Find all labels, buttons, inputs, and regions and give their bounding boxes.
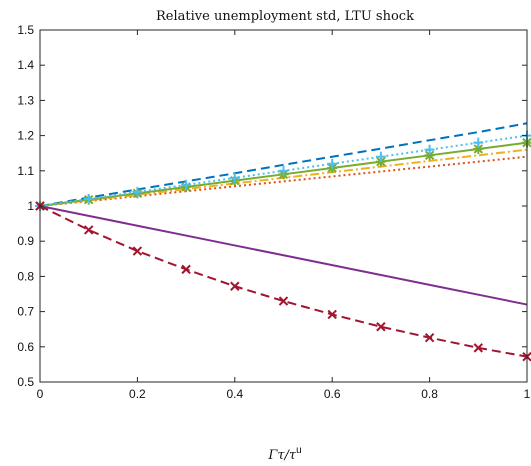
- y-tick-label: 0.7: [17, 305, 34, 319]
- data-point-6-7: [376, 322, 386, 332]
- x-tick-label: 0.2: [129, 387, 146, 401]
- data-point-6-6: [327, 309, 337, 320]
- series-5: [35, 130, 531, 211]
- x-tick-label: 0.6: [324, 387, 341, 401]
- series-0: [39, 122, 528, 207]
- data-point-4-9: [473, 143, 484, 154]
- x-tick-label: 0: [37, 387, 44, 401]
- data-point-6-4: [230, 281, 240, 291]
- y-tick-label: 0.8: [17, 269, 34, 283]
- x-tick-label: 0.4: [226, 387, 243, 401]
- chart-title: Relative unemployment std, LTU shock: [156, 9, 414, 24]
- y-tick-label: 1: [27, 199, 34, 213]
- data-point-5-5: [278, 165, 289, 176]
- y-tick-label: 1.5: [17, 23, 34, 37]
- series-3: [39, 205, 528, 306]
- data-point-5-7: [375, 151, 386, 162]
- data-point-5-6: [327, 158, 338, 169]
- series-line-6: [39, 205, 528, 358]
- series-1: [39, 155, 528, 207]
- y-tick-label: 0.5: [17, 375, 34, 389]
- series-line-0: [39, 122, 528, 207]
- series-6: [35, 201, 531, 362]
- data-point-6-8: [424, 332, 435, 343]
- x-axis-label-superscript: u: [296, 445, 302, 456]
- ticks-layer: 0 0.2 0.4 0.6 0.8 1 0.5 0.6 0.7 0.8 0.9 1 1.1 1.2 1.3 1…: [17, 23, 530, 401]
- data-point-5-8: [424, 144, 435, 155]
- data-point-6-3: [181, 264, 191, 275]
- series-line-1: [39, 155, 528, 207]
- series-line-3: [39, 205, 528, 306]
- y-tick-label: 1.3: [17, 93, 34, 107]
- data-point-5-9: [473, 137, 484, 148]
- y-tick-label: 1.4: [17, 58, 34, 72]
- data-point-5-1: [83, 193, 94, 204]
- y-tick-label: 1.1: [17, 164, 34, 178]
- data-point-5-4: [229, 172, 240, 183]
- x-axis-label: Γτ/τu: [267, 445, 301, 463]
- data-point-6-2: [132, 246, 143, 256]
- data-point-6-9: [473, 343, 484, 353]
- y-tick-label: 0.6: [17, 340, 34, 354]
- plot-area-frame: [39, 29, 528, 383]
- series-layer: [35, 122, 531, 362]
- x-tick-label: 1: [524, 387, 531, 401]
- data-point-6-1: [83, 225, 94, 235]
- data-point-6-5: [278, 296, 289, 306]
- data-point-5-3: [181, 179, 192, 190]
- y-tick-label: 1.2: [17, 129, 34, 143]
- y-tick-label: 0.9: [17, 234, 34, 248]
- data-point-5-2: [132, 186, 143, 197]
- x-tick-label: 0.8: [421, 387, 438, 401]
